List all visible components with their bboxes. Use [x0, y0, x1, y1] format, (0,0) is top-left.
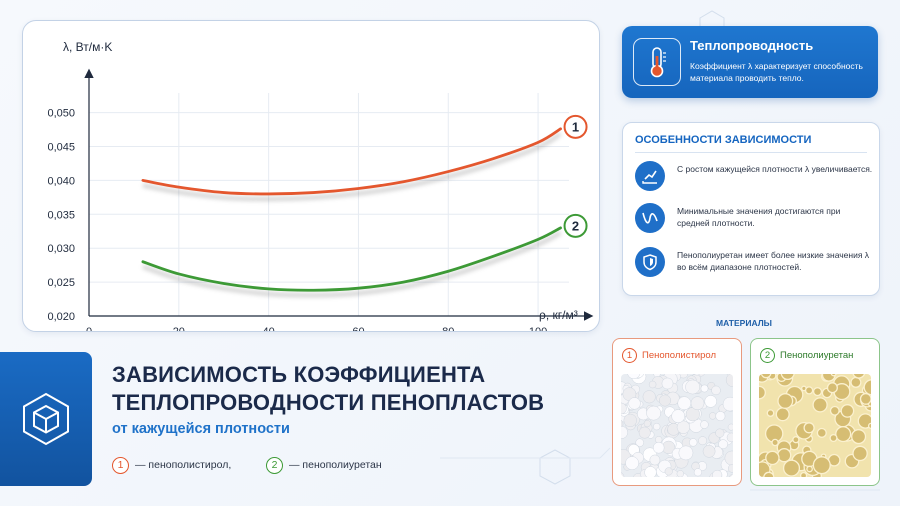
series-badge: 2 — [760, 348, 775, 363]
page-title: ЗАВИСИМОСТЬ КОЭФФИЦИЕНТА — [112, 362, 486, 387]
series-badge: 2 — [266, 456, 283, 474]
x-axis-label: ρ, кг/м³ — [539, 308, 578, 322]
y-tick-label: 0,025 — [47, 277, 75, 289]
series-1-line — [141, 127, 562, 196]
y-tick-label: 0,050 — [47, 108, 75, 120]
series-badge: 1 — [112, 456, 129, 474]
divider — [635, 152, 867, 153]
material-name: Пенополистирол — [642, 350, 717, 361]
series-1-badge — [563, 114, 588, 139]
material-name: Пенополиуретан — [780, 350, 854, 361]
material-label: 1 Пенополистирол — [622, 348, 716, 363]
cube-icon — [0, 352, 92, 486]
y-axis-label: λ, Вт/м·K — [63, 40, 112, 54]
chart: 0,020 0,025 0,030 0,035 0,040 0,045 0,050 0 20 40… — [47, 40, 594, 331]
x-tick-label: 0 — [86, 326, 92, 331]
page-subtitle: от кажущейся плотности — [112, 421, 290, 437]
y-tick-label: 0,040 — [47, 175, 75, 187]
thermometer-icon — [633, 38, 681, 86]
x-tick-label: 60 — [352, 326, 364, 331]
y-tick-label: 0,020 — [47, 311, 75, 323]
legend-item: 2 — пенополиуретан — [266, 454, 382, 476]
x-tick-label: 100 — [529, 326, 547, 331]
features-card: ОСОБЕННОСТИ ЗАВИСИМОСТИ С ростом кажущей… — [622, 122, 880, 296]
info-card-title: Теплопроводность — [690, 38, 814, 53]
legend-item: 1 — пенополистирол, — [112, 454, 231, 476]
series-2-shadow — [142, 231, 562, 298]
materials-header: МАТЕРИАЛЫ — [716, 318, 772, 328]
material-label: 2 Пенополиуретан — [760, 348, 853, 363]
series-badge: 1 — [622, 348, 637, 363]
features-title: ОСОБЕННОСТИ ЗАВИСИМОСТИ — [635, 134, 812, 146]
chart-panel: 0,020 0,025 0,030 0,035 0,040 0,045 0,050 0 20 40… — [22, 20, 600, 332]
x-tick-label: 20 — [173, 326, 185, 331]
y-tick-label: 0,035 — [47, 209, 75, 221]
polyurethane-image — [759, 374, 871, 477]
page-title: ТЕПЛОПРОВОДНОСТИ ПЕНОПЛАСТОВ — [112, 390, 545, 415]
x-tick-label: 40 — [263, 326, 275, 331]
material-card-polystyrene: 1 Пенополистирол — [612, 338, 742, 486]
feature-item: С ростом кажущейся плотности λ увеличива… — [635, 159, 873, 195]
feature-text: Минимальные значения достигаются при сре… — [677, 206, 841, 228]
polystyrene-image — [621, 374, 733, 477]
info-card-description: Коэффициент λ характеризует способность … — [690, 61, 863, 83]
series-2-badge-label: 2 — [572, 218, 579, 233]
feature-text: Пенополиуретан имеет более низкие значен… — [677, 250, 870, 272]
x-tick-label: 80 — [442, 326, 454, 331]
legend-label: — пенополиуретан — [289, 459, 382, 471]
feature-text: С ростом кажущейся плотности λ увеличива… — [677, 164, 873, 174]
series-2-badge — [563, 213, 588, 238]
legend-label: — пенополистирол, — [135, 459, 232, 471]
trend-up-icon — [635, 161, 665, 191]
series-1-badge-label: 1 — [572, 119, 579, 134]
material-card-polyurethane: 2 Пенополиуретан — [750, 338, 880, 486]
feature-item: Пенополиуретан имеет более низкие значен… — [635, 245, 871, 281]
y-tick-label: 0,045 — [47, 141, 75, 153]
y-tick-label: 0,030 — [47, 243, 75, 255]
series-2-line — [141, 226, 562, 292]
curve-min-icon — [635, 203, 665, 233]
info-card: Теплопроводность Коэффициент λ характери… — [622, 26, 878, 98]
series-1-shadow — [142, 132, 562, 201]
feature-item: Минимальные значения достигаются при сре… — [635, 201, 871, 237]
shield-icon — [635, 247, 665, 277]
